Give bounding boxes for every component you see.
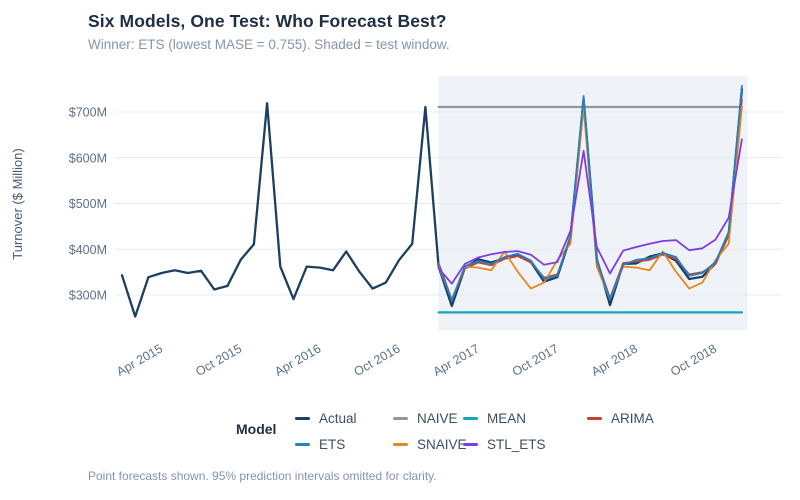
legend-swatch-ets-icon [295, 443, 310, 446]
y-tick-label: $700M [69, 106, 107, 120]
legend-item-actual: Actual [295, 411, 393, 426]
series-stl_ets-line [437, 138, 743, 285]
x-tick-label: Oct 2017 [510, 341, 561, 379]
legend-swatch-mean-icon [463, 417, 478, 420]
y-tick-label: $500M [69, 197, 107, 211]
legend-item-arima: ARIMA [587, 411, 654, 426]
legend-swatch-actual-icon [295, 417, 310, 420]
chart-title: Six Models, One Test: Who Forecast Best? [88, 11, 447, 31]
series-actual-line [120, 87, 744, 318]
x-tick-label: Apr 2017 [431, 341, 482, 379]
legend-label-mean: MEAN [487, 411, 527, 426]
x-tick-label: Apr 2016 [272, 341, 323, 379]
legend-swatch-snaive-icon [393, 443, 408, 446]
legend-item-stl_ets: STL_ETS [463, 437, 587, 452]
x-tick-label: Oct 2018 [668, 341, 719, 379]
x-tick-label: Apr 2018 [589, 341, 640, 379]
y-axis-title: Turnover ($ Million) [10, 148, 25, 260]
legend-swatch-stl_ets-icon [463, 443, 478, 446]
legend-row-2: ETS SNAIVE STL_ETS [295, 436, 587, 453]
legend-label-actual: Actual [319, 411, 357, 426]
y-tick-label: $400M [69, 243, 107, 257]
y-tick-label: $600M [69, 151, 107, 165]
series-ets-line [437, 85, 743, 302]
legend-label-snaive: SNAIVE [417, 437, 467, 452]
plot-area: $700M $600M $500M $400M $300M Apr 2015 Oct 201… [69, 76, 782, 379]
legend-item-mean: MEAN [463, 411, 587, 426]
legend-label-stl_ets: STL_ETS [487, 437, 546, 452]
legend-item-naive: NAIVE [393, 411, 463, 426]
chart-caption: Point forecasts shown. 95% prediction in… [88, 469, 437, 483]
x-tick-label: Apr 2015 [114, 341, 165, 379]
legend-label-arima: ARIMA [611, 411, 654, 426]
legend-swatch-naive-icon [393, 417, 408, 420]
legend-row-1: Actual NAIVE MEAN ARIMA [295, 410, 654, 427]
legend-title: Model [236, 421, 277, 437]
legend-swatch-arima-icon [587, 417, 602, 420]
y-tick-label: $300M [69, 289, 107, 303]
legend-item-snaive: SNAIVE [393, 437, 467, 452]
legend-label-naive: NAIVE [417, 411, 458, 426]
x-tick-label: Oct 2015 [193, 341, 244, 379]
x-tick-label: Oct 2016 [352, 341, 403, 379]
chart-subtitle: Winner: ETS (lowest MASE = 0.755). Shade… [88, 37, 450, 52]
legend-item-ets: ETS [295, 437, 393, 452]
legend-label-ets: ETS [319, 437, 346, 452]
